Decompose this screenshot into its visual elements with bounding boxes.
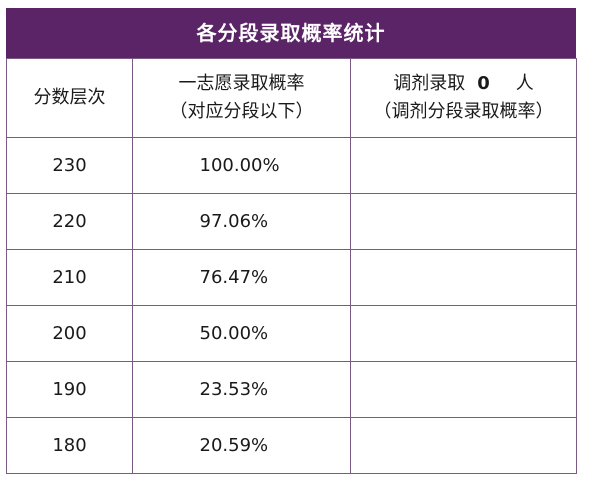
header-first-choice-line2: （对应分段以下）	[169, 101, 314, 122]
rate-value: 100.00%	[199, 155, 280, 176]
table-row: 210 76.47%	[6, 249, 577, 306]
table-row: 230 100.00%	[6, 137, 577, 194]
rate-value: 50.00%	[199, 323, 269, 344]
table-title: 各分段录取概率统计	[6, 8, 576, 58]
header-first-choice-line1: 一志愿录取概率	[178, 73, 305, 94]
adjust-cell	[350, 137, 577, 194]
table-row: 220 97.06%	[6, 193, 577, 250]
table-row: 190 23.53%	[6, 361, 577, 418]
header-adjustment-suffix: 人	[515, 73, 534, 94]
score-cell: 180	[6, 417, 133, 474]
header-adjustment-line1: 调剂录取 0 人	[351, 70, 576, 98]
rate-cell: 97.06%	[132, 193, 351, 250]
adjust-cell	[350, 417, 577, 474]
score-cell: 210	[6, 249, 133, 306]
table-row: 180 20.59%	[6, 417, 577, 474]
header-adjustment-count: 0	[477, 73, 490, 94]
score-cell: 190	[6, 361, 133, 418]
header-adjustment-rate: 调剂录取 0 人 （调剂分段录取概率）	[350, 58, 577, 138]
rate-cell: 23.53%	[132, 361, 351, 418]
score-cell: 200	[6, 305, 133, 362]
adjust-cell	[350, 193, 577, 250]
adjust-cell	[350, 361, 577, 418]
table-row: 200 50.00%	[6, 305, 577, 362]
rate-value: 97.06%	[199, 211, 269, 232]
data-table: 分数层次 一志愿录取概率 （对应分段以下） 调剂录取 0 人 （调剂分段录取概率） …	[6, 58, 577, 474]
rate-value: 23.53%	[199, 379, 269, 400]
rate-cell: 20.59%	[132, 417, 351, 474]
score-cell: 230	[6, 137, 133, 194]
adjust-cell	[350, 249, 577, 306]
header-adjustment-prefix: 调剂录取	[393, 73, 466, 94]
rate-value: 20.59%	[199, 435, 269, 456]
adjust-cell	[350, 305, 577, 362]
header-score-level: 分数层次	[6, 58, 133, 138]
score-cell: 220	[6, 193, 133, 250]
header-row: 分数层次 一志愿录取概率 （对应分段以下） 调剂录取 0 人 （调剂分段录取概率）	[6, 58, 577, 138]
rate-cell: 100.00%	[132, 137, 351, 194]
rate-value: 76.47%	[199, 267, 269, 288]
rate-cell: 76.47%	[132, 249, 351, 306]
probability-table: 各分段录取概率统计 分数层次 一志愿录取概率 （对应分段以下） 调剂录取 0 人 （…	[6, 8, 577, 474]
header-first-choice-rate: 一志愿录取概率 （对应分段以下）	[132, 58, 351, 138]
header-adjustment-line2: （调剂分段录取概率）	[373, 101, 554, 122]
rate-cell: 50.00%	[132, 305, 351, 362]
